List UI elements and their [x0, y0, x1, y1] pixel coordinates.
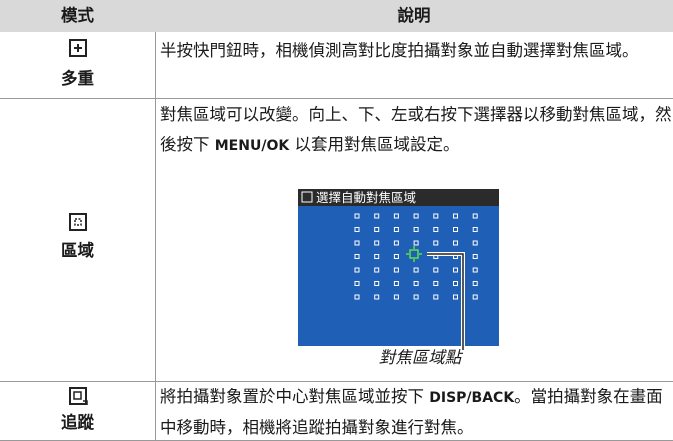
focus-dot — [472, 254, 478, 259]
focus-dot — [354, 254, 360, 259]
focus-dot — [393, 267, 399, 273]
focus-dot — [472, 281, 478, 286]
focus-dot — [374, 240, 380, 246]
focus-dot — [472, 294, 478, 300]
screen-icon — [301, 191, 313, 203]
focus-dot — [374, 213, 380, 219]
screen-title-bar — [298, 189, 499, 206]
focus-dot — [472, 240, 478, 246]
description: 將拍攝對象置於中心對焦區域並按下 DISP/BACK。當拍攝對象在畫面中移動時，… — [158, 382, 673, 441]
focus-dot — [472, 267, 478, 273]
mode-label: 多重 — [61, 69, 94, 88]
leader-line — [427, 253, 464, 350]
row-divider — [0, 381, 673, 382]
focus-dot — [413, 227, 419, 232]
focus-dot — [453, 281, 458, 286]
focus-dot — [393, 240, 399, 246]
button-name: MENU/OK — [214, 138, 290, 154]
focus-dot — [433, 281, 439, 286]
screen-title: 選擇自動對焦區域 — [316, 190, 416, 205]
focus-dot — [453, 294, 458, 300]
focus-dot — [433, 240, 439, 246]
focus-dot — [433, 227, 439, 232]
column-divider — [155, 32, 156, 441]
mode-label: 區域 — [61, 241, 94, 260]
focus-dot — [433, 267, 439, 273]
focus-dot — [453, 213, 458, 219]
focus-dot — [472, 227, 478, 232]
focus-dot — [374, 227, 380, 232]
focus-point — [406, 246, 422, 262]
focus-dot — [433, 213, 439, 219]
text: 以套用對焦區域設定。 — [289, 135, 460, 154]
focus-dot — [413, 281, 419, 286]
mode-label: 追蹤 — [61, 413, 94, 432]
focus-dot — [374, 294, 380, 300]
focus-dot — [374, 267, 380, 273]
text: 半按快門鈕時，相機偵測高對比度拍攝對象並自動選擇對焦區域。 — [160, 41, 639, 60]
focus-dot — [374, 254, 380, 259]
focus-dot — [354, 281, 360, 286]
header-cell: 模式 — [0, 0, 155, 32]
description: 對焦區域可以改變。向上、下、左或右按下選擇器以移動對焦區域，然後按下 MENU/… — [158, 100, 673, 161]
text: 將拍攝對象置於中心對焦區域並按下 — [160, 387, 430, 406]
icon-multi — [69, 39, 87, 57]
focus-dot — [354, 227, 360, 232]
focus-dot — [453, 227, 458, 232]
focus-dot — [393, 213, 399, 219]
icon-tracking — [69, 387, 88, 405]
focus-dot — [354, 267, 360, 273]
focus-dot — [393, 281, 399, 286]
text: 對焦區域可以改變。向上、下、左或右按下選擇器以移動對焦區域，然後按下 — [160, 105, 672, 154]
focus-grid — [354, 213, 478, 300]
header-cell: 說明 — [155, 0, 673, 32]
text: 。當拍攝對象在畫面中移動時，相機將追蹤拍攝對象進行對焦。 — [160, 387, 663, 437]
focus-dot — [453, 267, 458, 273]
focus-dot — [374, 281, 380, 286]
focus-dot — [354, 240, 360, 246]
camera-screen: 選擇自動對焦區域 — [298, 189, 499, 350]
focus-dot — [354, 213, 360, 219]
caption: 對焦區域點 — [378, 348, 462, 367]
focus-dot — [413, 213, 419, 219]
focus-dot — [354, 294, 360, 300]
focus-dot — [393, 294, 399, 300]
description: 半按快門鈕時，相機偵測高對比度拍攝對象並自動選擇對焦區域。 — [158, 36, 673, 66]
focus-dot — [413, 240, 419, 246]
focus-dot — [413, 294, 419, 300]
focus-dot — [393, 254, 399, 259]
focus-dot — [453, 240, 458, 246]
focus-dot — [433, 294, 439, 300]
icon-zone — [69, 213, 87, 231]
focus-dot — [393, 227, 399, 232]
focus-dot — [472, 213, 478, 219]
row-divider — [0, 98, 673, 99]
button-name: DISP/BACK — [429, 390, 515, 406]
focus-dot — [413, 267, 419, 273]
